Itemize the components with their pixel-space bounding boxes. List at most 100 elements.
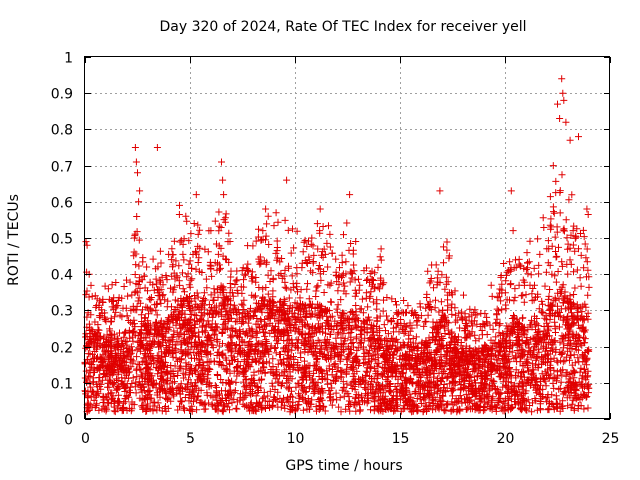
data-point xyxy=(463,352,471,360)
data-point xyxy=(164,297,172,305)
data-point xyxy=(429,406,437,414)
data-point xyxy=(524,270,532,278)
data-point xyxy=(512,339,520,347)
data-point xyxy=(133,213,141,220)
data-point xyxy=(257,384,265,392)
data-point xyxy=(171,362,179,370)
data-point xyxy=(247,400,255,408)
data-point xyxy=(336,394,344,402)
data-point xyxy=(233,276,241,284)
data-point xyxy=(541,282,549,290)
data-point xyxy=(92,390,100,398)
data-point xyxy=(577,251,585,259)
data-point xyxy=(340,279,348,287)
data-point xyxy=(173,338,181,346)
data-point xyxy=(286,383,294,391)
data-point xyxy=(346,407,354,415)
data-point xyxy=(114,377,122,384)
data-point xyxy=(296,294,304,302)
data-point xyxy=(158,273,166,281)
data-point xyxy=(497,297,505,305)
data-point xyxy=(164,325,172,333)
data-point xyxy=(208,272,216,280)
data-point xyxy=(540,224,548,231)
data-point xyxy=(216,390,223,398)
data-point xyxy=(566,244,574,252)
data-point xyxy=(211,289,219,297)
data-point xyxy=(351,286,359,294)
data-point xyxy=(333,396,341,404)
data-point xyxy=(294,401,302,409)
data-point xyxy=(257,316,265,324)
data-point xyxy=(248,375,256,383)
data-point xyxy=(300,238,308,246)
data-point xyxy=(460,291,467,299)
data-point xyxy=(292,383,300,391)
data-point xyxy=(305,237,312,245)
data-point xyxy=(133,228,141,236)
data-point xyxy=(408,324,416,332)
data-point xyxy=(387,334,395,342)
data-point xyxy=(420,322,428,330)
data-point xyxy=(334,301,342,309)
data-point xyxy=(341,282,349,290)
data-point xyxy=(567,231,575,239)
data-point xyxy=(416,303,424,311)
data-point xyxy=(118,313,126,321)
data-point xyxy=(555,243,562,251)
data-point xyxy=(200,289,208,297)
data-point xyxy=(115,391,123,399)
data-point xyxy=(405,331,413,339)
data-point xyxy=(262,284,270,291)
data-point xyxy=(500,347,508,355)
data-point xyxy=(146,331,154,338)
data-point xyxy=(271,333,279,341)
data-point xyxy=(113,302,121,309)
data-point xyxy=(234,289,242,297)
data-point xyxy=(535,305,543,313)
data-point xyxy=(140,395,148,403)
data-point xyxy=(150,286,158,294)
data-point xyxy=(506,343,514,351)
data-point xyxy=(379,307,387,315)
data-point xyxy=(223,365,231,373)
data-point xyxy=(437,298,445,306)
data-point xyxy=(163,390,171,398)
data-point xyxy=(431,350,439,358)
data-point xyxy=(492,333,500,341)
data-point xyxy=(353,352,361,360)
data-point xyxy=(219,362,227,369)
data-point xyxy=(303,243,311,250)
data-point xyxy=(356,281,364,289)
data-point xyxy=(383,312,390,320)
data-point xyxy=(114,335,122,343)
data-point xyxy=(480,368,488,376)
data-point xyxy=(542,382,550,390)
data-point xyxy=(506,258,514,266)
data-point xyxy=(575,321,582,329)
data-point xyxy=(120,333,128,341)
data-point xyxy=(539,214,547,222)
data-point xyxy=(125,393,133,401)
data-point xyxy=(87,281,95,289)
data-point xyxy=(213,387,220,395)
data-point xyxy=(290,244,298,252)
data-point xyxy=(524,364,531,372)
data-point xyxy=(201,296,209,304)
data-point xyxy=(500,399,508,407)
data-point xyxy=(168,245,176,253)
data-point xyxy=(126,278,134,286)
data-point xyxy=(261,296,269,304)
data-point xyxy=(511,285,519,293)
data-point xyxy=(125,317,133,324)
data-point xyxy=(359,309,367,317)
data-point xyxy=(504,267,512,275)
data-point xyxy=(307,300,315,308)
data-point xyxy=(239,301,247,309)
data-point xyxy=(441,330,449,337)
data-point xyxy=(255,225,262,233)
data-point xyxy=(448,304,455,312)
data-point xyxy=(525,258,533,266)
data-point xyxy=(297,354,305,361)
